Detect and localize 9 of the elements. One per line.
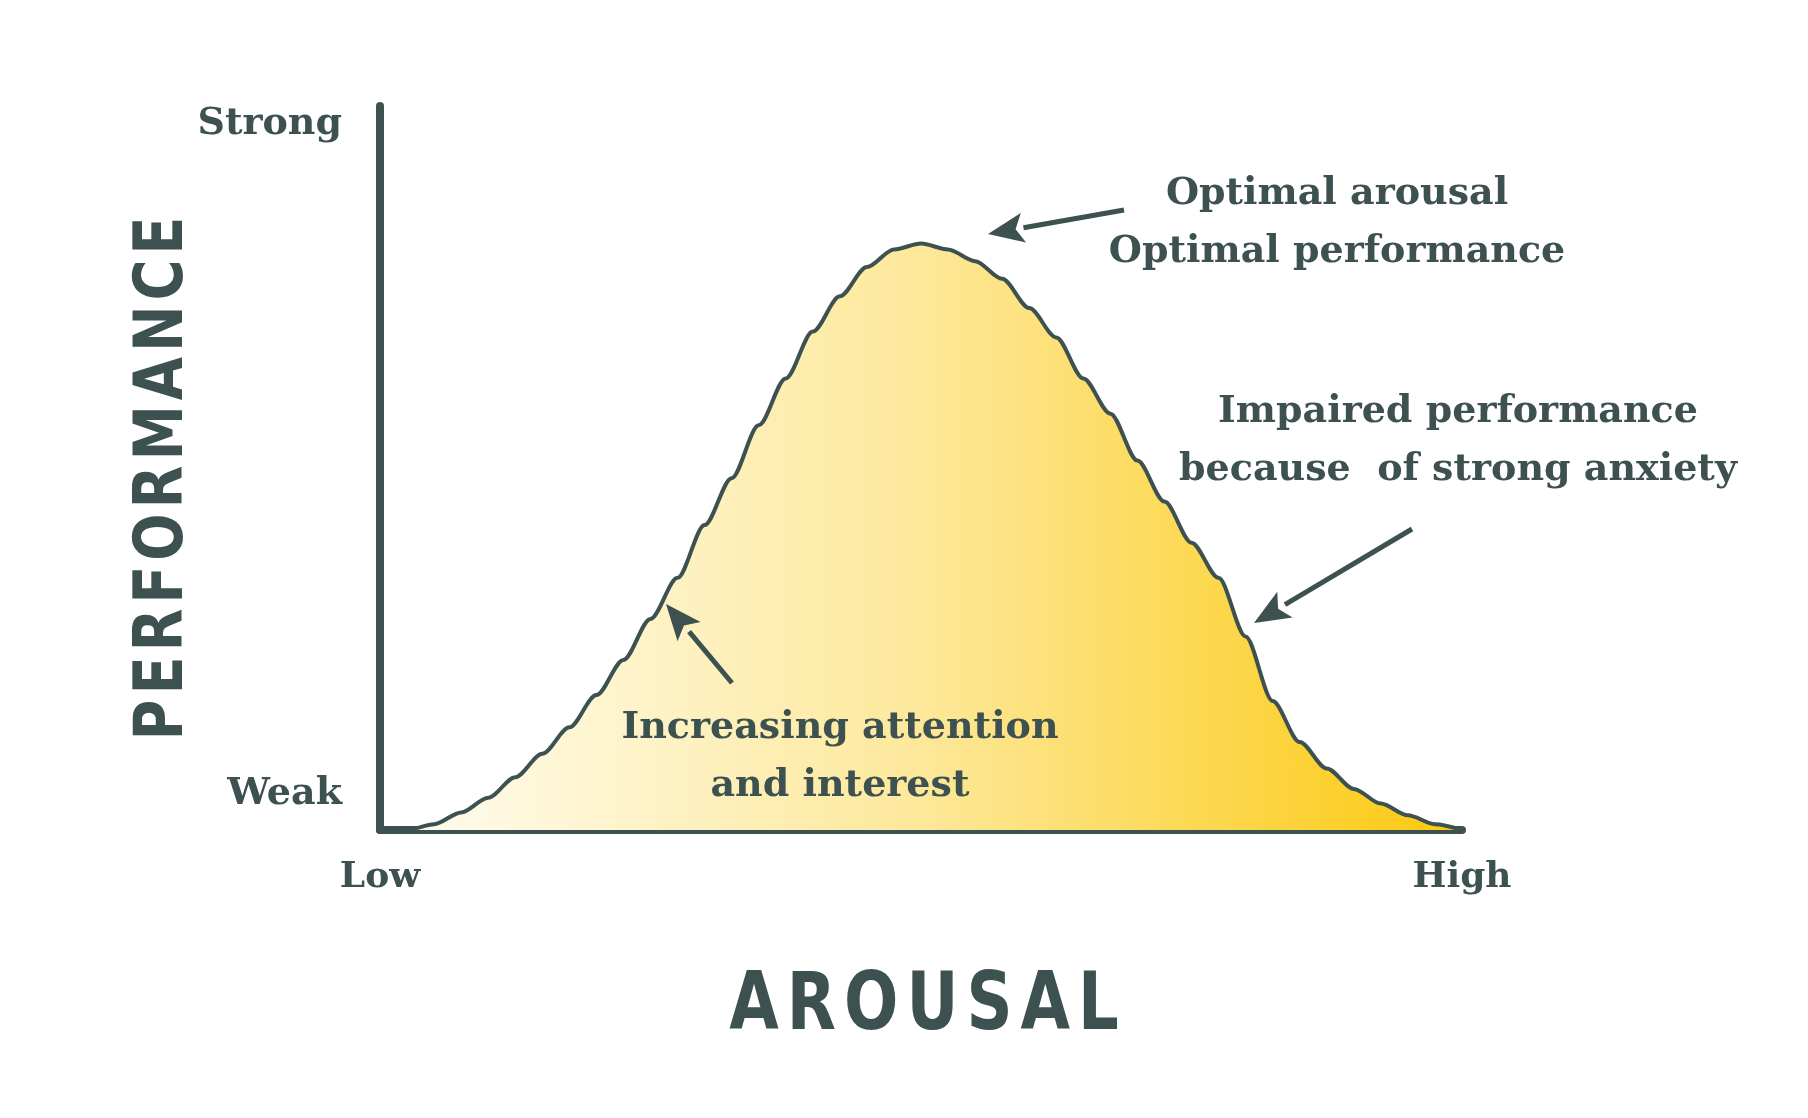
text: Weak: [227, 767, 342, 815]
annotation: Impaired performance because of strong anxiety: [1179, 385, 1737, 491]
text: Strong: [197, 97, 342, 145]
annotation: Increasing attention and interest: [621, 701, 1059, 807]
x-tick-label: High: [1412, 853, 1512, 895]
annotation: Optimal arousal Optimal performance: [1108, 167, 1566, 273]
y-axis-title: PERFORMANCE: [118, 211, 198, 741]
x-tick-label: Low: [339, 853, 422, 895]
x-axis-title: AROUSAL: [729, 955, 1127, 1048]
